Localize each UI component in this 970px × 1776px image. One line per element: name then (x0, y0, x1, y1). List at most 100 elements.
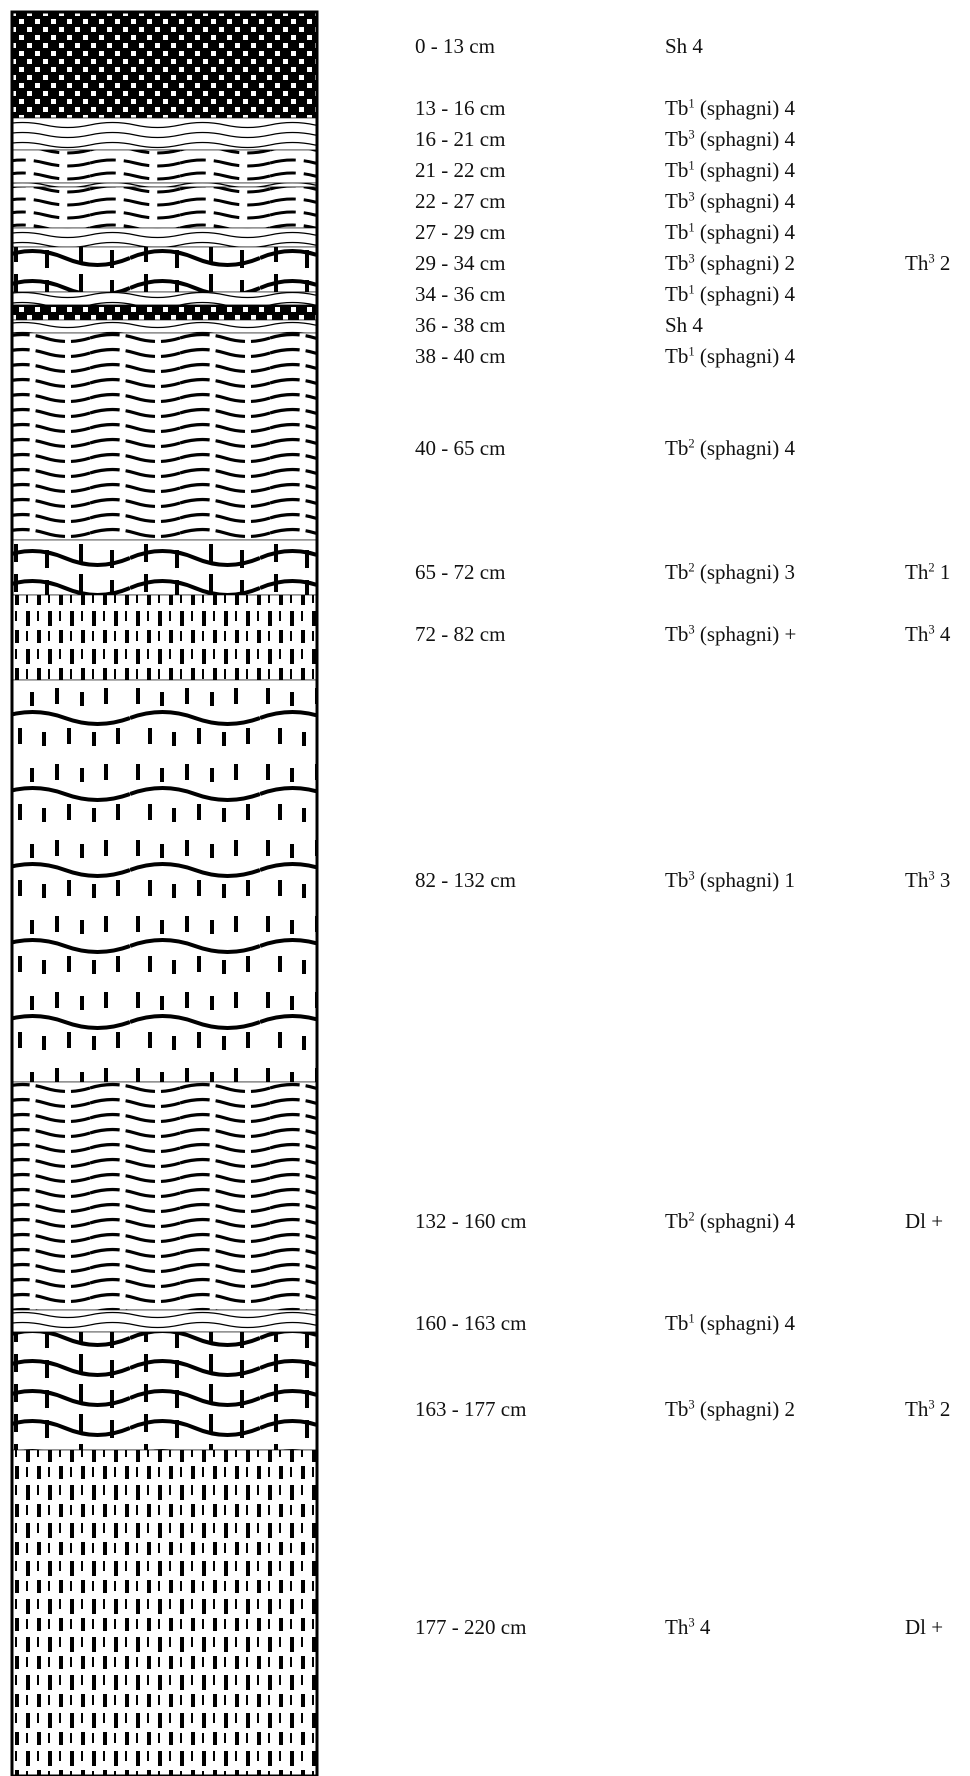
layer-band-3 (11, 182, 318, 188)
secondary-component-label-rest: 1 (934, 560, 951, 584)
secondary-component-label: Th3 2 (905, 1397, 951, 1421)
composition-label: Tb1 (sphagni) 4 (665, 1311, 795, 1335)
depth-label: 82 - 132 cm (415, 868, 516, 892)
secondary-component-label-superscript: 3 (928, 622, 935, 637)
composition-label: Tb3 (sphagni) 4 (665, 127, 795, 151)
secondary-component-label-rest: 4 (934, 622, 951, 646)
composition-label-superscript: 3 (688, 189, 695, 204)
composition-label-superscript: 1 (688, 158, 695, 173)
composition-label-base: Tb (665, 1311, 689, 1335)
composition-label: Tb2 (sphagni) 4 (665, 1209, 795, 1233)
composition-label-superscript: 3 (688, 1615, 695, 1630)
depth-label: 27 - 29 cm (415, 220, 506, 244)
composition-label: Sh 4 (665, 315, 703, 336)
composition-label-superscript: 1 (688, 96, 695, 111)
composition-label-base: Tb (665, 1209, 689, 1233)
depth-label: 177 - 220 cm (415, 1615, 527, 1639)
composition-label-rest: (sphagni) 4 (694, 189, 795, 213)
secondary-component-label: Th2 1 (905, 560, 951, 584)
composition-label-rest: (sphagni) 4 (694, 220, 795, 244)
composition-label-base: Tb (665, 158, 689, 182)
depth-label: 34 - 36 cm (415, 282, 506, 306)
depth-label: 21 - 22 cm (415, 158, 506, 182)
composition-label-rest: (sphagni) 2 (694, 1397, 795, 1421)
secondary-component-label-base: Th (905, 1397, 929, 1421)
composition-label-base: Tb (665, 1397, 689, 1421)
composition-label-base: Sh 4 (665, 34, 703, 58)
secondary-component-label-superscript: 3 (928, 251, 935, 266)
composition-label: Tb1 (sphagni) 4 (665, 96, 795, 119)
secondary-component-label-base: Dl + (905, 1615, 944, 1639)
secondary-component-label-superscript: 3 (928, 1397, 935, 1412)
composition-label: Tb1 (sphagni) 4 (665, 220, 795, 244)
composition-label-superscript: 3 (688, 868, 695, 883)
composition-label-superscript: 3 (688, 127, 695, 142)
secondary-component-label-superscript: 2 (928, 560, 935, 575)
composition-label-superscript: 1 (688, 344, 695, 359)
layer-band-10 (11, 332, 318, 541)
composition-label-superscript: 2 (688, 1209, 695, 1224)
composition-label-base: Tb (665, 622, 689, 646)
composition-label: Tb3 (sphagni) + (665, 622, 796, 646)
composition-label-rest: (sphagni) 4 (694, 436, 795, 460)
composition-label: Tb3 (sphagni) 2 (665, 1397, 795, 1421)
layer-band-6 (11, 246, 318, 293)
composition-label-rest: 4 (694, 1615, 711, 1639)
composition-label-rest: (sphagni) 4 (694, 1209, 795, 1233)
stratigraphic-column (10, 10, 319, 1776)
layer-band-16 (11, 1331, 318, 1451)
layer-band-1 (11, 117, 318, 151)
layer-band-0 (11, 11, 318, 119)
composition-label: Th3 4 (665, 1615, 711, 1639)
secondary-component-label-rest: 2 (934, 251, 951, 275)
composition-label-base: Tb (665, 251, 689, 275)
layer-band-9 (11, 319, 318, 334)
composition-label-base: Tb (665, 189, 689, 213)
composition-label-base: Tb (665, 127, 689, 151)
composition-label-superscript: 3 (688, 1397, 695, 1412)
composition-label-rest: (sphagni) 4 (694, 158, 795, 182)
composition-label-rest: (sphagni) 2 (694, 251, 795, 275)
composition-label: Tb2 (sphagni) 3 (665, 560, 795, 584)
layer-band-14 (11, 1081, 318, 1311)
secondary-component-label-rest: 2 (934, 1397, 951, 1421)
depth-label: 40 - 65 cm (415, 436, 506, 460)
secondary-component-label-base: Th (905, 560, 929, 584)
layer-band-4 (11, 186, 318, 229)
secondary-component-label-base: Th (905, 251, 929, 275)
composition-label-superscript: 3 (688, 622, 695, 637)
depth-label: 65 - 72 cm (415, 560, 506, 584)
composition-label: Tb1 (sphagni) 4 (665, 344, 795, 368)
composition-label-rest: (sphagni) 4 (694, 344, 795, 368)
layer-band-15 (11, 1309, 318, 1333)
composition-label-base: Tb (665, 868, 689, 892)
depth-label: 72 - 82 cm (415, 622, 506, 646)
composition-label-superscript: 1 (688, 220, 695, 235)
depth-label: 16 - 21 cm (415, 127, 506, 151)
composition-label-superscript: 3 (688, 251, 695, 266)
composition-label: Tb3 (sphagni) 1 (665, 868, 795, 892)
secondary-component-label: Th3 2 (905, 251, 951, 275)
column-border (10, 10, 319, 1776)
depth-label: 163 - 177 cm (415, 1397, 527, 1421)
composition-label: Tb3 (sphagni) 2 (665, 251, 795, 275)
composition-label-superscript: 1 (688, 282, 695, 297)
depth-label: 0 - 13 cm (415, 34, 495, 58)
composition-label-superscript: 2 (688, 560, 695, 575)
depth-label: 36 - 38 cm (415, 313, 506, 337)
composition-label: Tb1 (sphagni) 4 (665, 158, 795, 182)
composition-label-rest: (sphagni) 4 (694, 1311, 795, 1335)
layer-band-11 (11, 539, 318, 596)
composition-label-rest: (sphagni) 3 (694, 560, 795, 584)
composition-label-base: Th (665, 1615, 689, 1639)
composition-label-rest: (sphagni) 4 (694, 282, 795, 306)
composition-label: Tb1 (sphagni) 4 (665, 282, 795, 306)
secondary-component-label: Th3 3 (905, 868, 950, 892)
composition-label-base: Tb (665, 436, 689, 460)
depth-label: 160 - 163 cm (415, 1311, 527, 1335)
secondary-component-label-base: Th (905, 868, 929, 892)
composition-label-superscript: 1 (688, 1311, 695, 1326)
secondary-component-label: Dl + (905, 1211, 943, 1232)
depth-label: 29 - 34 cm (415, 251, 506, 275)
secondary-component-label: Th3 4 (905, 622, 951, 646)
